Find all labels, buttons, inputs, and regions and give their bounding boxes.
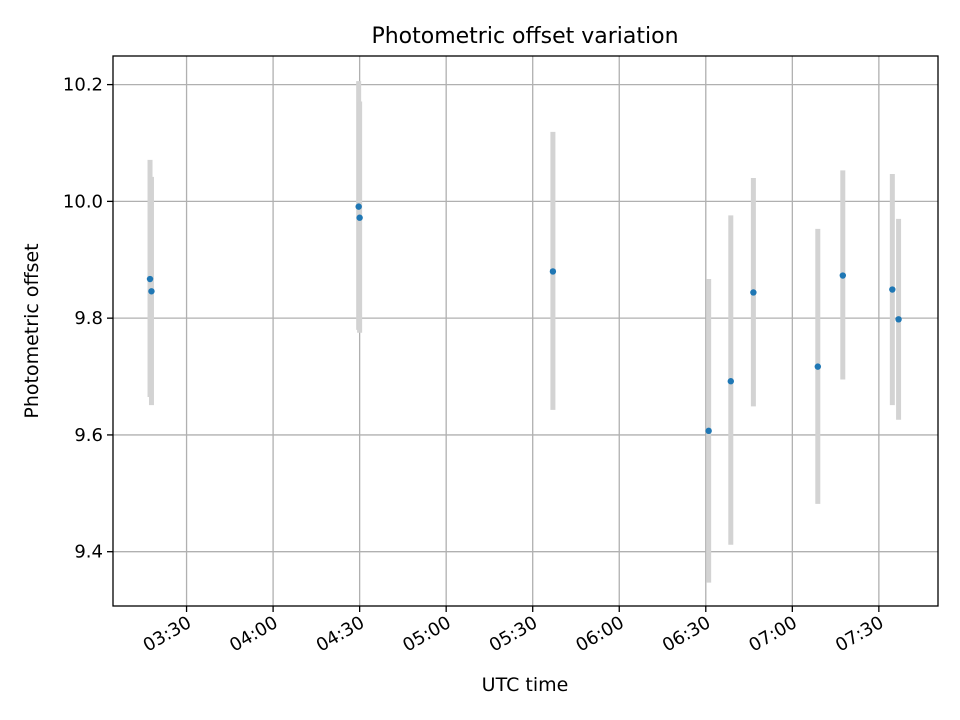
y-tick-label: 9.6 — [74, 425, 103, 446]
data-point — [750, 289, 757, 296]
data-points — [146, 203, 902, 435]
data-point — [895, 316, 902, 323]
y-tick-label: 9.4 — [74, 542, 103, 563]
data-point — [148, 288, 155, 295]
y-tick-label: 10.0 — [63, 191, 103, 212]
data-point — [549, 268, 557, 275]
data-point — [355, 203, 362, 210]
y-axis-label: Photometric offset — [21, 243, 43, 418]
data-point — [839, 272, 847, 279]
data-point — [727, 378, 734, 385]
data-point — [705, 427, 712, 435]
y-tick-label: 9.8 — [74, 308, 103, 329]
chart-title: Photometric offset variation — [371, 24, 678, 49]
x-axis-label: UTC time — [482, 674, 569, 696]
data-point — [814, 363, 822, 370]
data-point — [889, 286, 896, 293]
y-tick-label: 10.2 — [63, 75, 103, 96]
data-point — [146, 275, 154, 283]
y-axis-ticks: 9.4 9.6 9.8 10.0 10.2 — [63, 75, 113, 563]
plot-frame — [112, 55, 939, 607]
data-point — [356, 214, 363, 221]
